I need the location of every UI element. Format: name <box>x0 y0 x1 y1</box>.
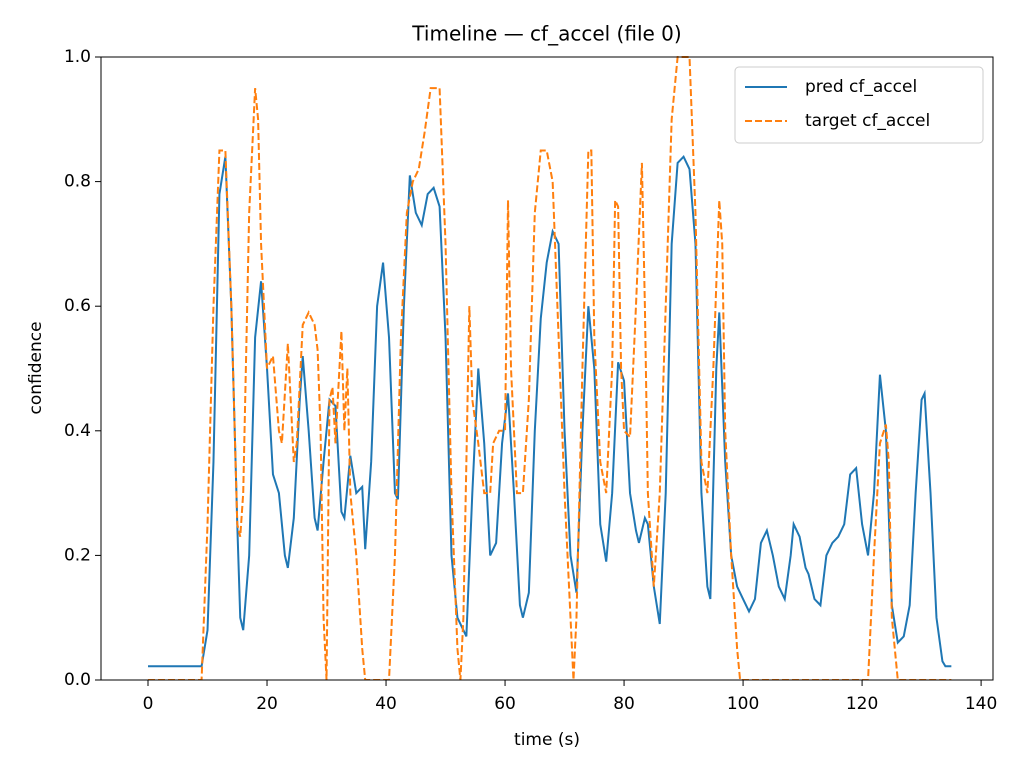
x-tick-label: 40 <box>375 694 397 714</box>
y-tick-label: 0.8 <box>64 172 91 192</box>
y-tick-label: 0.2 <box>64 545 91 565</box>
x-tick-label: 80 <box>613 694 635 714</box>
y-tick-label: 0.4 <box>64 421 91 441</box>
legend-label: target cf_accel <box>805 111 930 131</box>
y-axis-label: confidence <box>26 321 46 414</box>
x-tick-label: 0 <box>143 694 154 714</box>
series-line <box>148 56 952 680</box>
y-tick-label: 0.6 <box>64 296 91 316</box>
x-tick-label: 120 <box>846 694 878 714</box>
legend-label: pred cf_accel <box>805 77 917 97</box>
x-axis-label: time (s) <box>514 730 580 750</box>
x-tick-label: 140 <box>965 694 997 714</box>
x-tick-label: 20 <box>256 694 278 714</box>
x-tick-label: 100 <box>727 694 759 714</box>
plot-frame <box>100 56 994 681</box>
series-line <box>148 154 952 668</box>
y-tick-label: 1.0 <box>64 47 91 67</box>
x-tick-label: 60 <box>494 694 516 714</box>
chart-title: Timeline — cf_accel (file 0) <box>411 22 681 46</box>
y-tick-label: 0.0 <box>64 670 91 690</box>
legend-box <box>734 66 984 144</box>
